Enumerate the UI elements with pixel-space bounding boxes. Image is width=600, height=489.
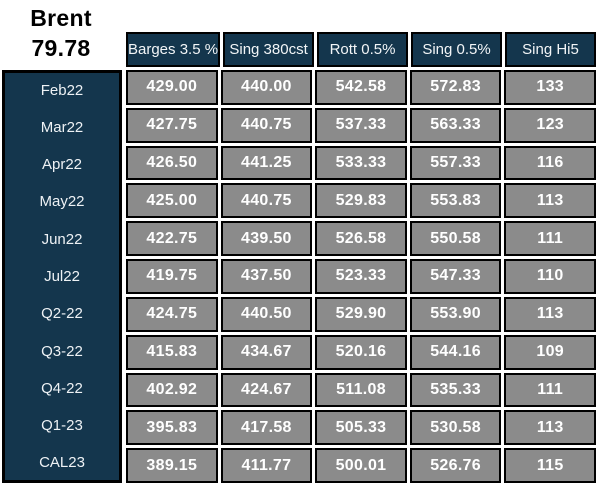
price-cell: 526.76 (409, 448, 502, 483)
price-cell: 535.33 (409, 372, 502, 408)
price-grid: 429.00 440.00 542.58 572.83 133 427.75 440.75 5… (126, 70, 596, 483)
row-label: CAL23 (39, 454, 85, 472)
price-cell: 426.50 (126, 145, 218, 181)
price-cell: 533.33 (315, 145, 407, 181)
price-cell: 511.08 (315, 372, 407, 408)
row-label: Jul22 (44, 267, 80, 285)
price-cell: 424.75 (126, 296, 218, 332)
column-headers: Barges 3.5 % Sing 380cst Rott 0.5% Sing 0.5… (126, 0, 596, 67)
price-cell: 427.75 (126, 107, 218, 143)
price-cell: 402.92 (126, 372, 218, 408)
price-cell: 523.33 (315, 259, 407, 294)
price-cell: 411.77 (220, 448, 313, 483)
row-label: Q1-23 (41, 417, 83, 435)
price-cell: 425.00 (126, 183, 218, 219)
price-cell: 547.33 (409, 259, 502, 294)
price-cell: 550.58 (409, 221, 502, 257)
column-header-1: Barges 3.5 % (126, 32, 221, 67)
price-cell: 505.33 (315, 410, 407, 446)
price-cell: 417.58 (220, 410, 313, 446)
column-header-4: Sing 0.5% (411, 32, 503, 67)
price-cell: 557.33 (409, 145, 502, 181)
row-label: Apr22 (41, 156, 83, 174)
price-cell: 113 (504, 183, 596, 219)
price-cell: 113 (504, 410, 596, 446)
price-cell: 111 (504, 372, 596, 408)
price-cell: 123 (504, 107, 596, 143)
column-header-3: Rott 0.5% (317, 32, 409, 67)
period-label-panel: Feb22 Mar22 Apr22 May22 Jun22 Jul22 Q2-22 Q3-22… (2, 70, 122, 483)
price-cell: 395.83 (126, 410, 218, 446)
price-cell: 389.15 (126, 448, 218, 483)
price-cell: 537.33 (315, 107, 407, 143)
price-cell: 563.33 (409, 107, 502, 143)
price-cell: 572.83 (409, 70, 502, 105)
row-label: May22 (39, 193, 85, 211)
brent-label: Brent (30, 5, 92, 31)
price-cell: 415.83 (126, 334, 218, 370)
price-cell: 529.83 (315, 183, 407, 219)
price-cell: 437.50 (220, 259, 313, 294)
price-cell: 434.67 (220, 334, 313, 370)
price-cell: 116 (504, 145, 596, 181)
price-cell: 440.75 (220, 107, 313, 143)
price-cell: 424.67 (220, 372, 313, 408)
price-cell: 526.58 (315, 221, 407, 257)
price-cell: 530.58 (409, 410, 502, 446)
price-cell: 542.58 (315, 70, 407, 105)
row-label: Feb22 (40, 81, 84, 99)
price-cell: 441.25 (220, 145, 313, 181)
price-cell: 520.16 (315, 334, 407, 370)
price-cell: 440.00 (220, 70, 313, 105)
row-label: Q2-22 (41, 305, 83, 323)
price-cell: 429.00 (126, 70, 218, 105)
price-cell: 422.75 (126, 221, 218, 257)
row-label: Mar22 (40, 118, 84, 136)
price-cell: 133 (504, 70, 596, 105)
brent-title-block: Brent 79.78 (0, 0, 122, 67)
price-cell: 553.83 (409, 183, 502, 219)
column-header-2: Sing 380cst (223, 32, 315, 67)
row-label: Q3-22 (41, 342, 83, 360)
price-cell: 440.75 (220, 183, 313, 219)
price-cell: 440.50 (220, 296, 313, 332)
price-cell: 529.90 (315, 296, 407, 332)
price-cell: 111 (504, 221, 596, 257)
price-cell: 553.90 (409, 296, 502, 332)
board-header-row: Brent 79.78 Barges 3.5 % Sing 380cst Rott … (0, 0, 600, 67)
column-header-5: Sing Hi5 (505, 32, 596, 67)
price-cell: 115 (504, 448, 596, 483)
price-cell: 113 (504, 296, 596, 332)
brent-price: 79.78 (31, 35, 91, 61)
price-cell: 109 (504, 334, 596, 370)
price-cell: 500.01 (315, 448, 407, 483)
board-body: Feb22 Mar22 Apr22 May22 Jun22 Jul22 Q2-22 Q3-22… (0, 70, 600, 483)
price-cell: 544.16 (409, 334, 502, 370)
price-cell: 439.50 (220, 221, 313, 257)
row-label: Q4-22 (41, 379, 83, 397)
price-cell: 419.75 (126, 259, 218, 294)
row-label: Jun22 (41, 230, 83, 248)
price-cell: 110 (504, 259, 596, 294)
